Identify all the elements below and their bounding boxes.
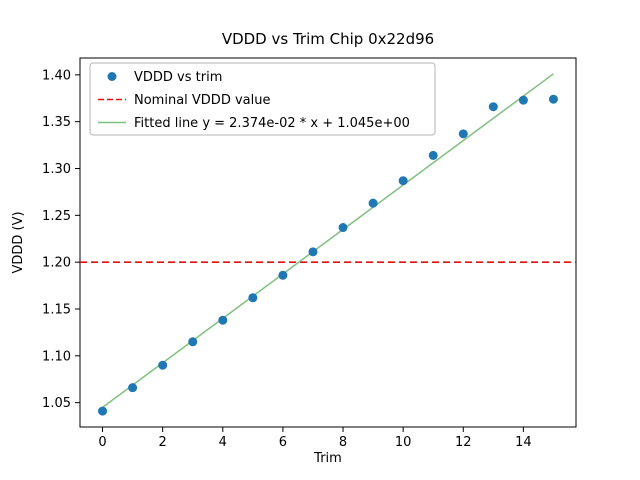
legend-label-scatter: VDDD vs trim bbox=[134, 70, 222, 85]
y-axis-label: VDDD (V) bbox=[11, 211, 26, 273]
data-point bbox=[548, 94, 558, 104]
legend-box bbox=[89, 62, 436, 136]
y-tick-label: 1.25 bbox=[42, 209, 71, 224]
legend-label-nominal: Nominal VDDD value bbox=[134, 93, 270, 108]
data-point bbox=[128, 383, 138, 393]
legend-scatter-marker-icon bbox=[107, 72, 117, 81]
x-tick-label: 8 bbox=[339, 435, 347, 450]
y-tick-label: 1.05 bbox=[42, 396, 71, 411]
y-tick-label: 1.35 bbox=[42, 115, 71, 130]
data-point bbox=[218, 315, 228, 325]
y-tick-label: 1.20 bbox=[42, 256, 71, 271]
x-tick-label: 10 bbox=[395, 435, 412, 450]
x-tick-label: 6 bbox=[279, 435, 287, 450]
data-point bbox=[368, 198, 378, 208]
chart-title: VDDD vs Trim Chip 0x22d96 bbox=[222, 30, 434, 48]
data-point bbox=[98, 406, 108, 416]
data-point bbox=[308, 247, 318, 257]
x-tick-label: 2 bbox=[159, 435, 167, 450]
data-point bbox=[248, 293, 258, 303]
data-point bbox=[518, 95, 528, 105]
fitted-line bbox=[102, 73, 554, 408]
data-point bbox=[488, 102, 498, 112]
data-point bbox=[398, 176, 408, 186]
x-axis-label: Trim bbox=[313, 451, 342, 466]
legend-label-fitted: Fitted line y = 2.374e-02 * x + 1.045e+0… bbox=[134, 116, 410, 131]
data-point bbox=[458, 129, 468, 139]
y-tick-label: 1.10 bbox=[42, 349, 71, 364]
y-tick-label: 1.30 bbox=[42, 162, 71, 177]
data-point bbox=[188, 337, 198, 347]
data-point bbox=[338, 223, 348, 233]
x-tick-label: 4 bbox=[219, 435, 227, 450]
data-point bbox=[278, 270, 288, 280]
x-tick-label: 14 bbox=[515, 435, 532, 450]
x-tick-label: 12 bbox=[455, 435, 472, 450]
data-point bbox=[158, 360, 168, 370]
plot-frame bbox=[79, 57, 577, 428]
data-point bbox=[428, 150, 438, 160]
x-tick-label: 0 bbox=[98, 435, 106, 450]
y-tick-label: 1.15 bbox=[42, 302, 71, 317]
y-tick-label: 1.40 bbox=[42, 68, 71, 83]
